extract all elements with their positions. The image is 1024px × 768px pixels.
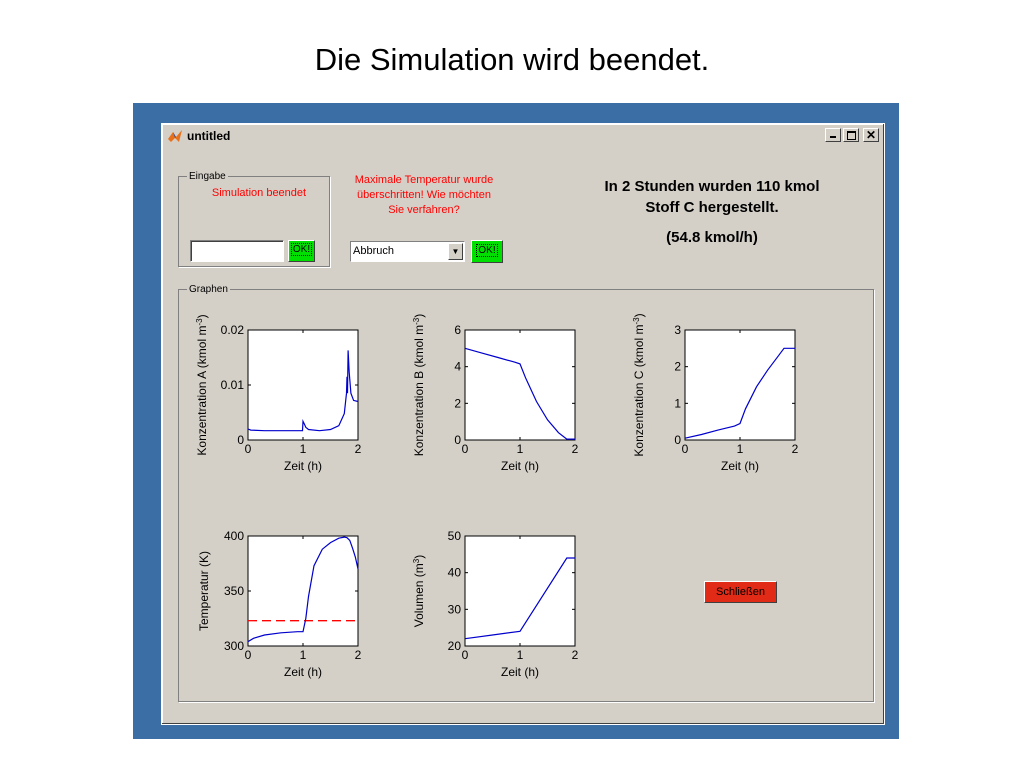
plot-temperatur: 0 1 2 300 350 400 Zeit (h) Temperatur (K): [197, 529, 362, 679]
series-line: [684, 347, 795, 439]
eingabe-panel: Eingabe: [178, 171, 330, 267]
x-tick-label: 1: [300, 648, 307, 662]
matlab-icon: [168, 130, 182, 142]
y-axis-label: Konzentration B (kmol m-3): [412, 314, 427, 457]
y-tick-label: 0: [454, 433, 461, 447]
x-axis-label: Zeit (h): [501, 665, 539, 679]
eingabe-input[interactable]: [190, 240, 284, 262]
plot-konzentration-c: 0 1 2 0 1 2 3 Zeit (h) Konzentration C (kmol m-3…: [632, 313, 799, 473]
y-axis-label: Konzentration A (kmol m-3): [195, 314, 210, 455]
x-tick-label: 2: [572, 442, 579, 456]
y-tick-label: 400: [224, 529, 244, 543]
y-tick-label: 20: [448, 639, 462, 653]
y-tick-label: 50: [448, 529, 462, 543]
plot-volumen: 0 1 2 20 30 40 50 Zeit (h) Volumen (m3): [412, 529, 579, 679]
graphen-panel: Graphen: [178, 284, 874, 702]
schliessen-button[interactable]: Schließen: [704, 581, 777, 603]
action-select[interactable]: Abbruch ▼: [350, 241, 465, 262]
series-line: [247, 350, 359, 432]
x-axis-label: Zeit (h): [284, 665, 322, 679]
title-bar[interactable]: untitled ✕: [165, 127, 881, 145]
eingabe-ok-button[interactable]: OK!: [288, 240, 315, 262]
x-axis-label: Zeit (h): [721, 459, 759, 473]
x-tick-label: 0: [462, 442, 469, 456]
x-axis-label: Zeit (h): [501, 459, 539, 473]
y-axis-label: Volumen (m3): [412, 555, 427, 627]
y-axis-label: Konzentration C (kmol m-3): [632, 313, 647, 456]
x-tick-label: 1: [517, 648, 524, 662]
warning-message: Maximale Temperatur wurde überschritten!…: [340, 173, 508, 218]
x-tick-label: 0: [682, 442, 689, 456]
warning-line-1: Maximale Temperatur wurde: [354, 174, 494, 186]
result-summary: In 2 Stunden wurden 110 kmol Stoff C her…: [557, 176, 867, 248]
x-tick-label: 1: [517, 442, 524, 456]
result-line-1: In 2 Stunden wurden 110 kmol: [604, 178, 820, 195]
graphen-legend: Graphen: [189, 284, 228, 295]
x-tick-label: 1: [300, 442, 307, 456]
close-icon: ✕: [865, 128, 877, 142]
dropdown-arrow-icon[interactable]: ▼: [448, 243, 463, 260]
x-tick-label: 2: [355, 648, 362, 662]
series-line: [247, 536, 359, 643]
y-tick-label: 3: [674, 323, 681, 337]
maximize-button[interactable]: [843, 128, 859, 142]
series-line: [464, 347, 575, 440]
eingabe-legend: Eingabe: [189, 171, 226, 182]
y-tick-label: 0.02: [221, 323, 245, 337]
result-line-3: (54.8 kmol/h): [666, 229, 758, 246]
eingabe-ok-label: OK!: [290, 243, 313, 256]
plot-axes-box: [464, 535, 576, 647]
y-tick-label: 2: [454, 396, 461, 410]
y-tick-label: 0: [674, 433, 681, 447]
y-tick-label: 40: [448, 566, 462, 580]
y-tick-label: 6: [454, 323, 461, 337]
x-tick-label: 0: [462, 648, 469, 662]
action-selected-value: Abbruch: [353, 245, 394, 257]
figure-window: untitled ✕ Eingabe Simulation beendet OK…: [161, 123, 885, 725]
close-window-button[interactable]: ✕: [863, 128, 879, 142]
y-tick-label: 350: [224, 584, 244, 598]
y-tick-label: 2: [674, 360, 681, 374]
y-axis-label: Temperatur (K): [197, 551, 211, 631]
y-tick-label: 300: [224, 639, 244, 653]
window-title: untitled: [187, 129, 231, 143]
y-tick-label: 0.01: [221, 378, 245, 392]
x-tick-label: 0: [245, 442, 252, 456]
x-tick-label: 2: [792, 442, 799, 456]
action-ok-button[interactable]: OK!: [471, 240, 503, 263]
action-ok-label: OK!: [476, 244, 498, 257]
plot-axes-box: [464, 329, 576, 441]
x-axis-label: Zeit (h): [284, 459, 322, 473]
plot-konzentration-a: 0 1 2 0 0.01 0.02 Zeit (h) Konzentration A (kmo…: [195, 314, 362, 473]
y-tick-label: 4: [454, 360, 461, 374]
x-tick-label: 2: [572, 648, 579, 662]
result-line-2: Stoff C hergestellt.: [645, 199, 779, 216]
x-tick-label: 0: [245, 648, 252, 662]
plot-axes-box: [684, 329, 796, 441]
slide-title: Die Simulation wird beendet.: [314, 42, 710, 77]
desktop-background: untitled ✕ Eingabe Simulation beendet OK…: [133, 103, 899, 739]
y-tick-label: 0: [237, 433, 244, 447]
y-tick-label: 30: [448, 602, 462, 616]
simulation-status: Simulation beendet: [211, 187, 307, 199]
x-tick-label: 2: [355, 442, 362, 456]
minimize-button[interactable]: [825, 128, 841, 142]
warning-line-2: überschritten! Wie möchten: [357, 189, 491, 201]
x-tick-label: 1: [737, 442, 744, 456]
series-line: [464, 557, 575, 640]
warning-line-3: Sie verfahren?: [388, 204, 460, 216]
plot-konzentration-b: 0 1 2 0 2 4 6 Zeit (h) Konzentration B (kmol m-3…: [412, 314, 579, 473]
y-tick-label: 1: [674, 396, 681, 410]
